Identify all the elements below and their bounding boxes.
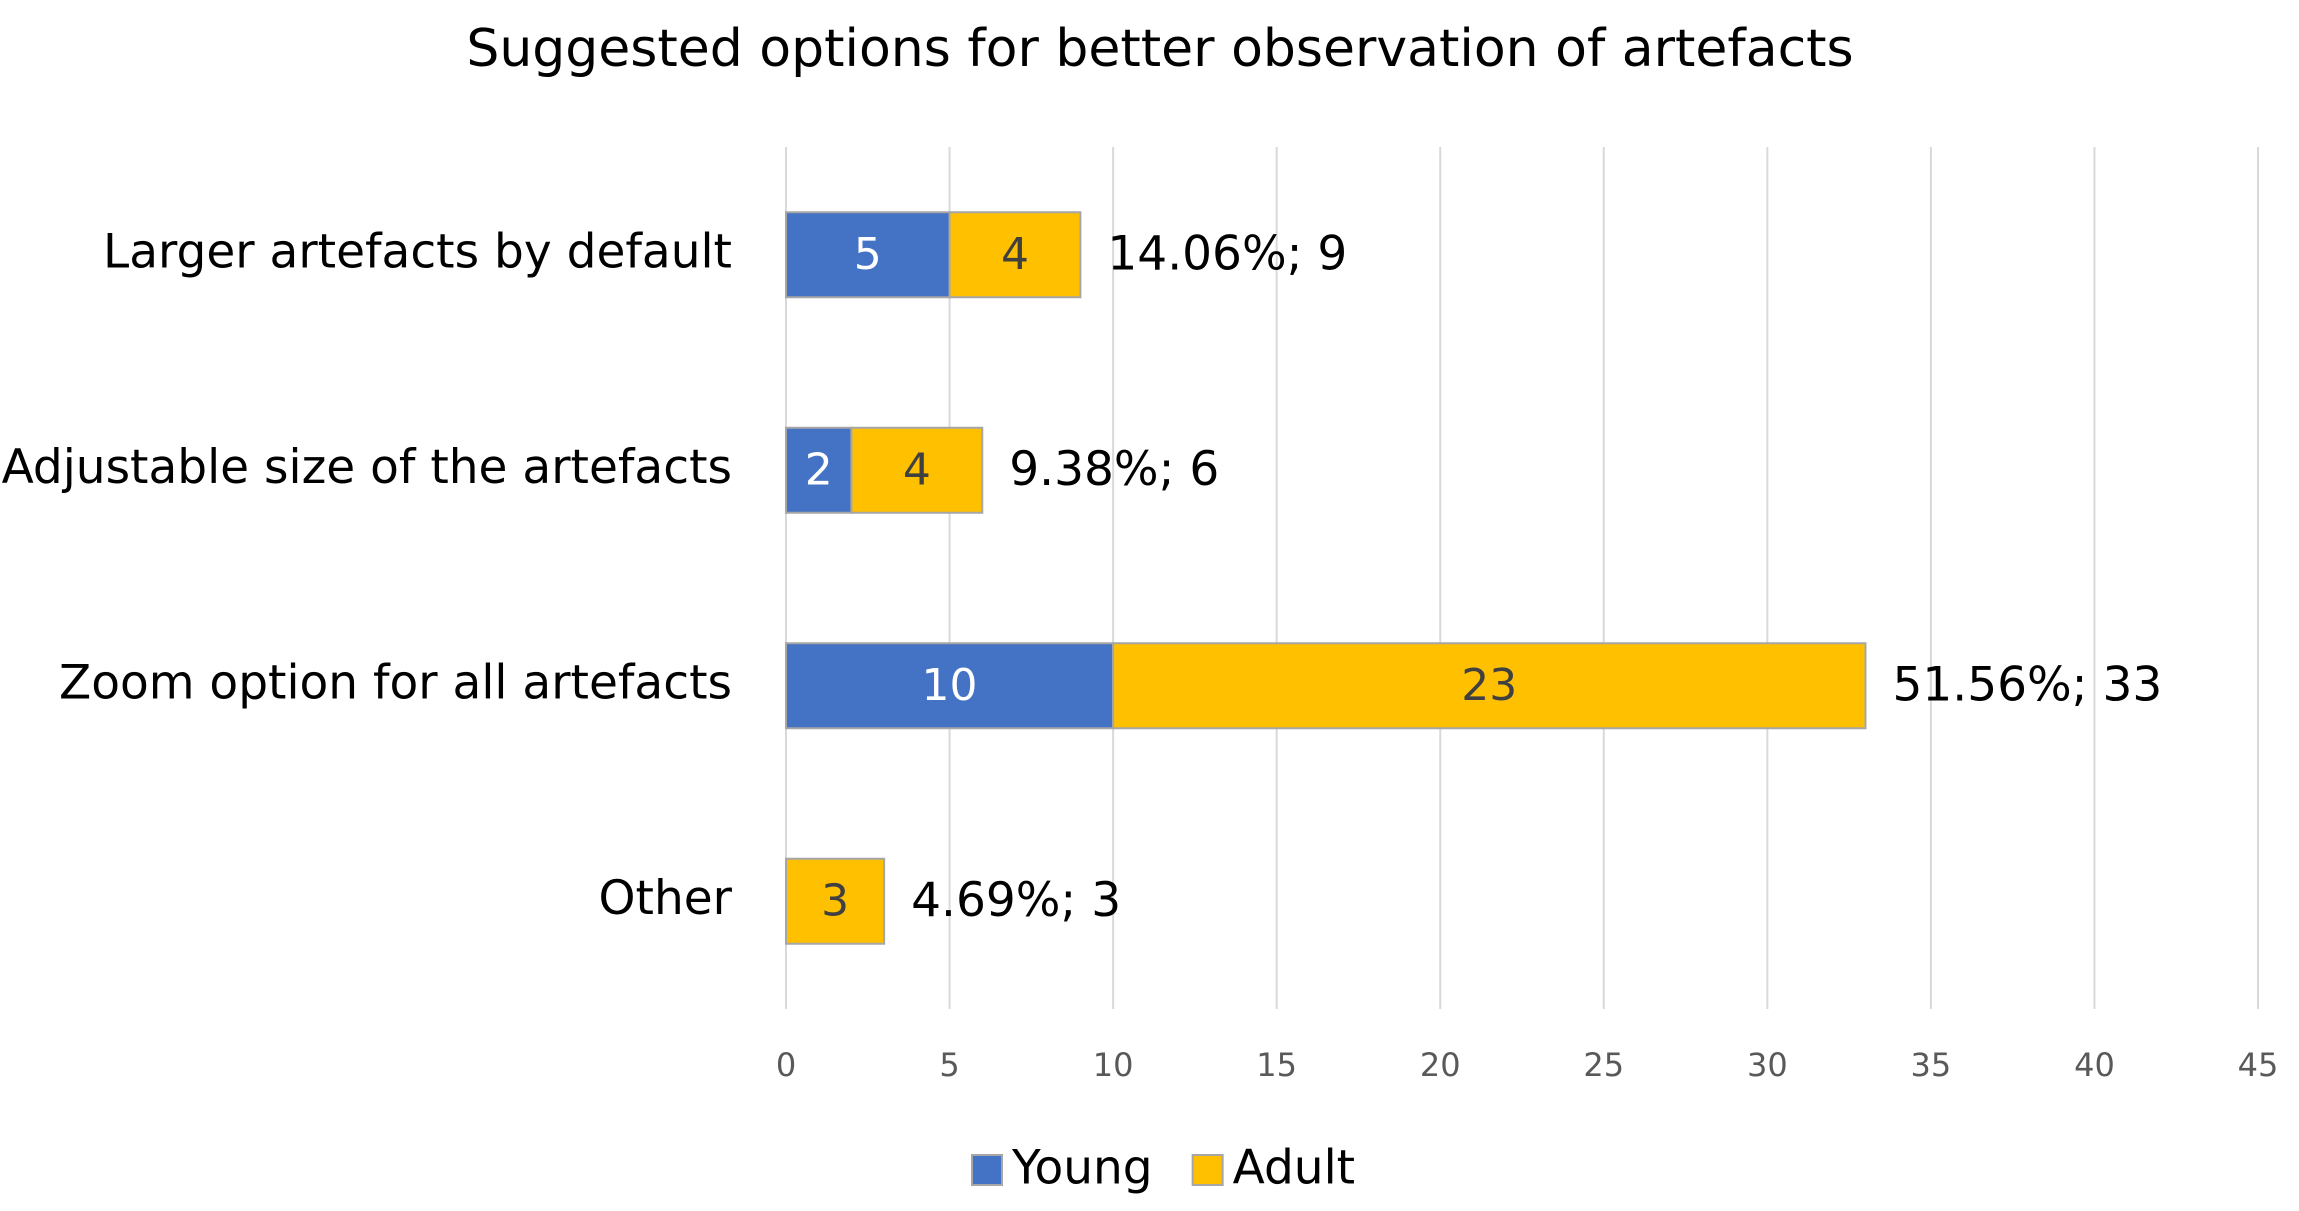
total-label: 4.69%; 3 (911, 873, 1121, 928)
bar-segment (785, 642, 1115, 730)
data-label: 4 (903, 444, 931, 495)
data-label: 4 (1001, 229, 1029, 280)
data-label: 2 (805, 444, 833, 495)
legend-swatch (1191, 1154, 1224, 1186)
data-label: 10 (922, 660, 978, 711)
legend-label: Young (1011, 1141, 1153, 1196)
category-label: Adjustable size of the artefacts (2, 440, 732, 495)
legend-label: Adult (1233, 1141, 1355, 1196)
data-label: 23 (1461, 660, 1517, 711)
x-tick-label: 35 (1911, 1046, 1952, 1084)
total-label: 9.38%; 6 (1009, 442, 1219, 497)
x-tick-label: 5 (939, 1046, 959, 1084)
total-label: 14.06%; 9 (1107, 226, 1347, 281)
bar-segment (948, 211, 1082, 299)
x-tick-label: 20 (1420, 1046, 1461, 1084)
x-tick-label: 40 (2074, 1046, 2115, 1084)
bar-segment (1112, 642, 1867, 730)
total-label: 51.56%; 33 (1892, 657, 2162, 712)
category-label: Other (599, 871, 733, 926)
data-label: 3 (821, 875, 849, 926)
bar-segment (785, 426, 853, 514)
x-tick-label: 25 (1583, 1046, 1624, 1084)
x-tick-label: 45 (2238, 1046, 2279, 1084)
x-tick-label: 0 (776, 1046, 796, 1084)
category-label: Larger artefacts by default (103, 224, 732, 279)
chart-title: Suggested options for better observation… (466, 19, 1853, 79)
x-tick-label: 30 (1747, 1046, 1788, 1084)
legend-swatch (971, 1154, 1003, 1186)
x-tick-label: 10 (1093, 1046, 1134, 1084)
bar-segment (785, 857, 886, 945)
data-label: 5 (854, 229, 882, 280)
category-label: Zoom option for all artefacts (59, 655, 732, 710)
x-tick-label: 15 (1256, 1046, 1297, 1084)
bar-segment (850, 426, 984, 514)
